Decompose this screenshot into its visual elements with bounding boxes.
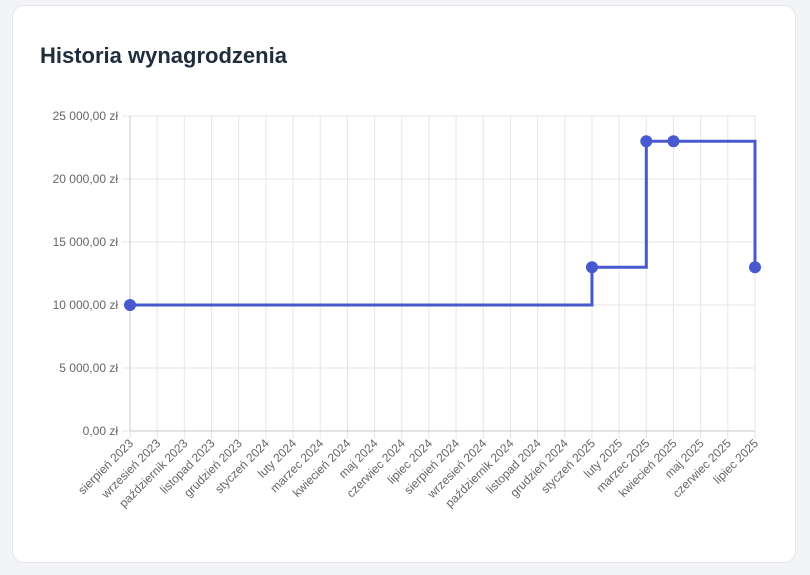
card-title: Historia wynagrodzenia — [40, 43, 287, 68]
y-tick-label: 15 000,00 zł — [53, 235, 119, 249]
data-point[interactable] — [124, 299, 136, 311]
y-tick-label: 20 000,00 zł — [53, 172, 119, 186]
data-point[interactable] — [585, 261, 598, 274]
y-tick-label: 5 000,00 zł — [59, 361, 118, 375]
salary-series — [124, 135, 761, 311]
data-point[interactable] — [667, 135, 680, 148]
y-axis: 0,00 zł 5 000,00 zł 10 000,00 zł 15 000,00 … — [53, 109, 131, 438]
salary-history-card: Historia wynagrodzenia — [12, 5, 796, 563]
y-tick-label: 0,00 zł — [83, 424, 119, 438]
salary-step-line — [130, 139, 757, 307]
data-point[interactable] — [749, 261, 761, 274]
y-tick-label: 10 000,00 zł — [53, 298, 119, 312]
y-tick-label: 25 000,00 zł — [53, 109, 119, 123]
chart-grid — [122, 115, 756, 439]
data-point[interactable] — [640, 135, 653, 148]
